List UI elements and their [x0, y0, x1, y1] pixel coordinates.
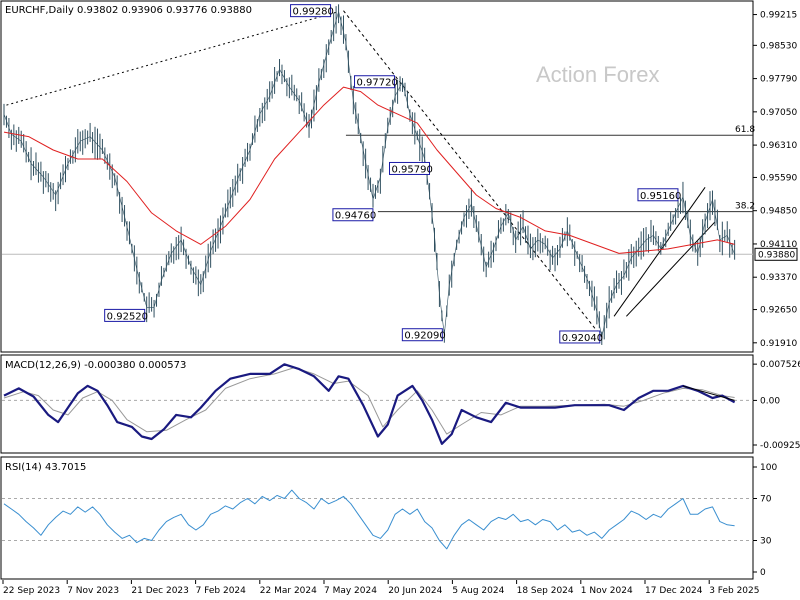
trend-line — [343, 10, 603, 338]
date-axis-label: 22 Mar 2024 — [260, 586, 317, 596]
rsi-panel-frame — [0, 456, 754, 580]
price-annotation-label: 0.99280 — [293, 7, 334, 18]
rsi-panel-title: RSI(14) 43.7015 — [5, 462, 86, 473]
macd-line — [3, 363, 736, 445]
price-annotation-label: 0.92520 — [107, 311, 148, 322]
price-annotation-badge — [332, 208, 374, 222]
price-y-tick-label: 0.97790 — [760, 75, 797, 85]
date-axis-label: 7 May 2024 — [324, 586, 377, 596]
macd-plot-area — [2, 363, 753, 445]
price-y-axis: 0.99215 0.98530 0.97790 0.97050 0.96310 0.955… — [753, 11, 798, 349]
moving-average-line — [3, 86, 735, 254]
macd-panel-frame — [0, 354, 754, 454]
price-y-tick-label: 0.98530 — [760, 41, 797, 51]
trend-line — [6, 11, 339, 106]
price-annotation-badge — [401, 328, 443, 342]
date-axis-label: 22 Sep 2023 — [3, 586, 60, 596]
price-annotation-badge — [104, 308, 146, 322]
macd-signal-line — [3, 367, 735, 435]
price-annotation-label: 0.92090 — [404, 331, 445, 342]
price-panel-title: EURCHF,Daily 0.93802 0.93906 0.93776 0.9… — [5, 5, 252, 16]
date-axis-label: 7 Feb 2024 — [196, 586, 247, 596]
macd-y-tick-label: -0.009252 — [760, 441, 800, 451]
date-axis-label: 18 Sep 2024 — [517, 586, 574, 596]
price-annotation-label: 0.92040 — [562, 333, 603, 344]
rsi-y-axis: 100 70 30 0 — [753, 463, 777, 578]
watermark: Action Forex — [536, 62, 660, 87]
macd-panel-title: MACD(12,26,9) -0.000380 0.000573 — [5, 360, 186, 371]
price-annotation-badge — [354, 75, 396, 89]
price-y-tick-label: 0.93370 — [760, 273, 797, 283]
rsi-y-tick-label: 70 — [760, 495, 772, 505]
current-price-label: 0.93880 — [758, 250, 795, 260]
date-axis-label: 1 Nov 2024 — [581, 586, 633, 596]
macd-y-tick-label: 0.00 — [760, 396, 780, 406]
price-y-tick-label: 0.94110 — [760, 240, 797, 250]
rsi-line — [3, 489, 735, 550]
macd-y-tick-label: 0.007526 — [760, 360, 800, 370]
macd-y-axis: 0.007526 0.00 -0.009252 — [753, 360, 800, 451]
price-y-tick-label: 0.91910 — [760, 339, 797, 349]
price-annotation-label: 0.97720 — [357, 78, 398, 89]
price-annotation-label: 0.95790 — [392, 164, 433, 175]
price-annotation-badge — [637, 188, 679, 202]
price-y-tick-label: 0.96310 — [760, 141, 797, 151]
rsi-y-tick-label: 30 — [760, 537, 772, 547]
fib-line-label: 61.8 — [735, 125, 755, 135]
price-y-tick-label: 0.97050 — [760, 108, 797, 118]
price-y-tick-label: 0.92650 — [760, 306, 797, 316]
price-panel: EURCHF,Daily 0.93802 0.93906 0.93776 0.9… — [0, 0, 798, 353]
trend-line — [613, 187, 706, 317]
macd-panel: MACD(12,26,9) -0.000380 0.000573 0.00752… — [0, 354, 800, 454]
price-annotation-label: 0.94760 — [335, 211, 376, 222]
price-annotation-badge — [290, 4, 332, 18]
price-annotation-badge — [559, 330, 601, 344]
price-panel-frame — [0, 0, 754, 353]
rsi-y-tick-label: 0 — [760, 568, 766, 578]
price-y-tick-label: 0.94850 — [760, 207, 797, 217]
date-axis-label: 17 Dec 2024 — [645, 586, 703, 596]
fib-line-label: 38.2 — [735, 202, 755, 212]
price-annotation-label: 0.95160 — [640, 191, 681, 202]
price-plot-area: 61.8 38.2 0.99280 0.97720 0.95790 0.95160 0.94… — [2, 4, 755, 345]
date-axis-label: 20 Jun 2024 — [388, 586, 442, 596]
price-y-tick-label: 0.99215 — [760, 11, 797, 21]
date-axis-label: 3 Feb 2025 — [709, 586, 759, 596]
rsi-panel: RSI(14) 43.7015 100 70 30 0 — [0, 456, 777, 580]
date-axis-label: 5 Aug 2024 — [452, 586, 504, 596]
date-axis-label: 7 Nov 2023 — [67, 586, 119, 596]
date-axis: 22 Sep 2023 7 Nov 2023 21 Dec 2023 7 Feb 20… — [2, 580, 759, 596]
current-price-badge — [754, 247, 798, 261]
macd-trend-line — [682, 385, 735, 401]
rsi-plot-area — [2, 489, 753, 550]
rsi-y-tick-label: 100 — [760, 463, 777, 473]
price-y-tick-label: 0.95590 — [760, 173, 797, 183]
price-close-line — [3, 11, 735, 338]
price-annotation-badge — [389, 161, 430, 175]
date-axis-label: 21 Dec 2023 — [131, 586, 189, 596]
